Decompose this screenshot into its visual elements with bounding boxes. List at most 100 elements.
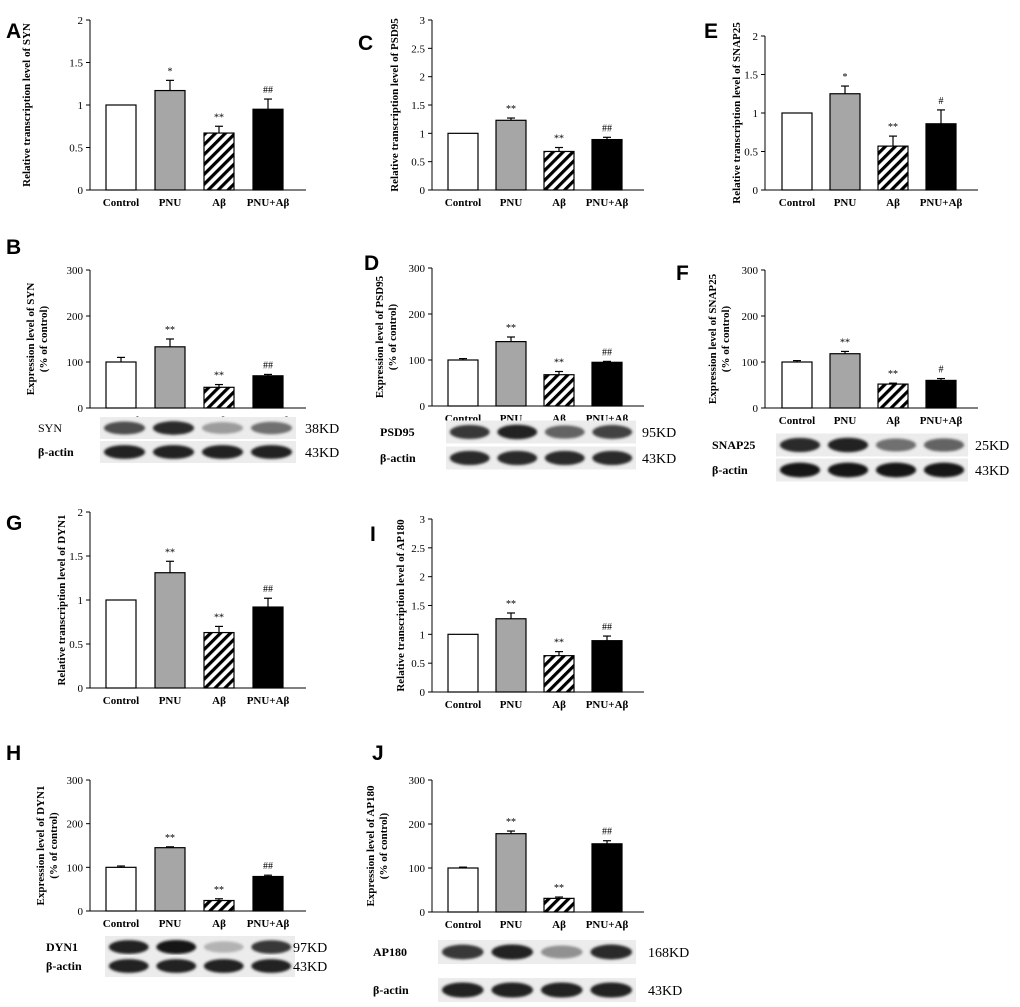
x-tick-label-pnu: PNU [159, 918, 182, 930]
blot-label-target: PSD95 [380, 425, 415, 439]
blot-strip-target [105, 936, 295, 958]
y-tick-label: 0 [753, 185, 759, 197]
x-tick-label-pnu-abeta: PNU+Aβ [247, 695, 290, 707]
bar-control [781, 361, 813, 409]
panel-i: I 0 0.5 1 1.5 2 2.5 3 Relative transcription lev… [370, 514, 644, 711]
bar-pnu-abeta [591, 361, 623, 407]
x-tick-label-pnu-abeta: PNU+Aβ [586, 197, 629, 209]
y-tick-label: 3 [420, 15, 426, 27]
significance-marker: # [939, 96, 944, 107]
bar-pnu [829, 93, 861, 191]
blot-strip-actin [100, 441, 296, 463]
blot-kd-actin: 43KD [975, 464, 1009, 479]
blot-band-target [592, 425, 633, 439]
y-tick-label: 100 [67, 357, 84, 369]
bar-abeta [203, 899, 235, 912]
x-tick-label-pnu-abeta: PNU+Aβ [920, 415, 963, 427]
blot-kd-actin: 43KD [305, 446, 339, 461]
blot-label-target: DYN1 [46, 940, 78, 954]
x-tick-label-pnu-abeta: PNU+Aβ [586, 699, 629, 711]
x-tick-label-pnu: PNU [500, 919, 523, 931]
x-tick-label-abeta: Aβ [886, 415, 900, 427]
blot-label-actin: β-actin [46, 959, 82, 973]
blot-band-target [108, 940, 149, 954]
bar-pnu [154, 89, 186, 191]
bar-pnu-abeta [252, 375, 284, 409]
y-tick-label: 0 [420, 687, 426, 699]
panel-e: E 0 0.5 1 1.5 2 Relative transcription level o… [704, 20, 978, 209]
panel-b: B 0 100 200 300 Expression level of SYN(% of … [6, 236, 339, 463]
blot-band-target [156, 939, 197, 955]
x-tick-label-pnu: PNU [834, 415, 857, 427]
x-tick-label-abeta: Aβ [212, 695, 226, 707]
significance-marker: ** [554, 358, 564, 369]
y-tick-label: 1 [420, 629, 426, 641]
y-tick-label: 200 [67, 311, 84, 323]
blot-band-target [201, 422, 244, 434]
significance-marker: ** [214, 885, 224, 896]
blot-band-target [497, 424, 538, 440]
y-tick-label: 200 [409, 819, 426, 831]
y-axis-label: Relative transcription level of SNAP25 [731, 22, 743, 204]
blot-kd-target: 97KD [293, 941, 327, 956]
blot-band-target [449, 424, 490, 440]
y-axis-label: Relative transcription level of PSD95 [389, 18, 401, 192]
western-blot-b: SYN 38KD β-actin 43KD [38, 417, 339, 463]
significance-marker: ## [602, 347, 612, 358]
panel-label-f: F [676, 262, 689, 285]
x-tick-label-control: Control [103, 918, 139, 930]
panel-label-j: J [372, 742, 384, 765]
blot-band-target [827, 437, 869, 453]
blot-band-actin [201, 445, 244, 459]
significance-marker: ** [214, 612, 224, 623]
x-tick-label-pnu-abeta: PNU+Aβ [586, 919, 629, 931]
y-tick-label: 0.5 [69, 639, 83, 651]
blot-band-target [103, 421, 146, 435]
y-tick-label: 0 [78, 906, 84, 918]
y-tick-label: 100 [67, 862, 84, 874]
significance-marker: # [939, 365, 944, 376]
bar-pnu [154, 346, 186, 409]
blot-band-target [875, 438, 917, 452]
blot-strip-target [776, 433, 968, 457]
significance-marker: * [843, 72, 848, 83]
bar-pnu [154, 847, 186, 912]
y-tick-label: 300 [742, 265, 759, 277]
y-tick-label: 100 [409, 863, 426, 875]
x-tick-label-abeta: Aβ [552, 197, 566, 209]
y-tick-label: 0 [78, 403, 84, 415]
y-tick-label: 0 [78, 683, 84, 695]
bar-pnu [495, 119, 527, 191]
y-tick-label: 2 [420, 72, 426, 84]
blot-band-target [441, 944, 484, 960]
x-tick-label-pnu: PNU [500, 197, 523, 209]
western-blot-f: SNAP25 25KD β-actin 43KD [712, 433, 1009, 482]
bar-pnu-abeta [252, 108, 284, 191]
y-tick-label: 2 [78, 507, 84, 519]
blot-kd-target: 168KD [648, 946, 689, 961]
y-axis-label: Expression level of SYN(% of control) [25, 283, 50, 396]
bar-abeta [203, 631, 235, 689]
bar-control [447, 359, 479, 407]
blot-band-actin [540, 982, 583, 998]
panel-d: D 0 100 200 300 Expression level of PSD95(% o… [364, 252, 676, 470]
blot-band-actin [491, 982, 534, 998]
blot-band-target [540, 945, 583, 959]
y-axis-label: Expression level of AP180(% of control) [365, 785, 390, 907]
x-tick-label-pnu: PNU [834, 197, 857, 209]
significance-marker: ## [263, 360, 273, 371]
bar-pnu [154, 572, 186, 689]
y-tick-label: 200 [67, 819, 84, 831]
y-tick-label: 0 [753, 403, 759, 415]
y-tick-label: 300 [67, 775, 84, 787]
blot-kd-actin: 43KD [642, 452, 676, 467]
bar-abeta [203, 132, 235, 191]
blot-band-actin [441, 982, 484, 998]
bar-control [105, 866, 137, 912]
y-axis-label: Expression level of DYN1(% of control) [35, 786, 60, 906]
bar-abeta [543, 374, 575, 407]
y-tick-label: 2.5 [411, 43, 425, 55]
panel-g: G 0 0.5 1 1.5 2 Relative transcription level o… [6, 507, 306, 707]
y-tick-label: 300 [409, 263, 426, 275]
significance-marker: * [168, 66, 173, 77]
